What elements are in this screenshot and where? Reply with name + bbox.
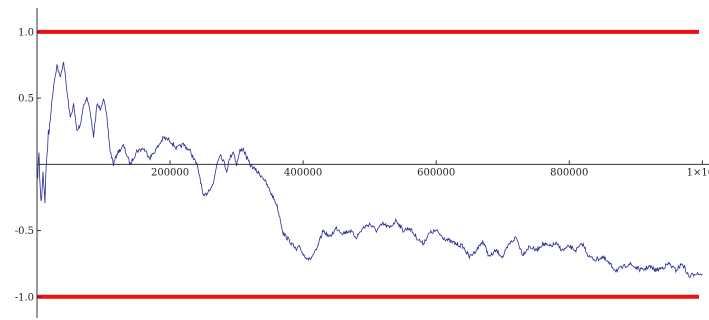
x-ticks: 200000 400000 600000 800000 1×10⁶	[151, 160, 709, 178]
series-line-0	[36, 61, 703, 279]
axes	[36, 8, 709, 318]
y-ticks: 1.0 0.5 -0.5 -1.0	[15, 27, 41, 303]
reference-lines	[37, 29, 699, 299]
x-tick-label-3: 800000	[550, 167, 588, 178]
x-tick-label-0: 200000	[151, 167, 189, 178]
y-tick-label-3: -1.0	[15, 292, 34, 303]
y-tick-label-1: 0.5	[18, 94, 34, 105]
x-tick-label-1: 400000	[284, 167, 322, 178]
x-tick-label-2: 600000	[417, 167, 455, 178]
x-tick-label-4: 1×10⁶	[687, 167, 709, 178]
series-layer	[36, 61, 703, 279]
y-tick-label-2: -0.5	[15, 226, 34, 237]
y-tick-label-0: 1.0	[18, 27, 34, 38]
